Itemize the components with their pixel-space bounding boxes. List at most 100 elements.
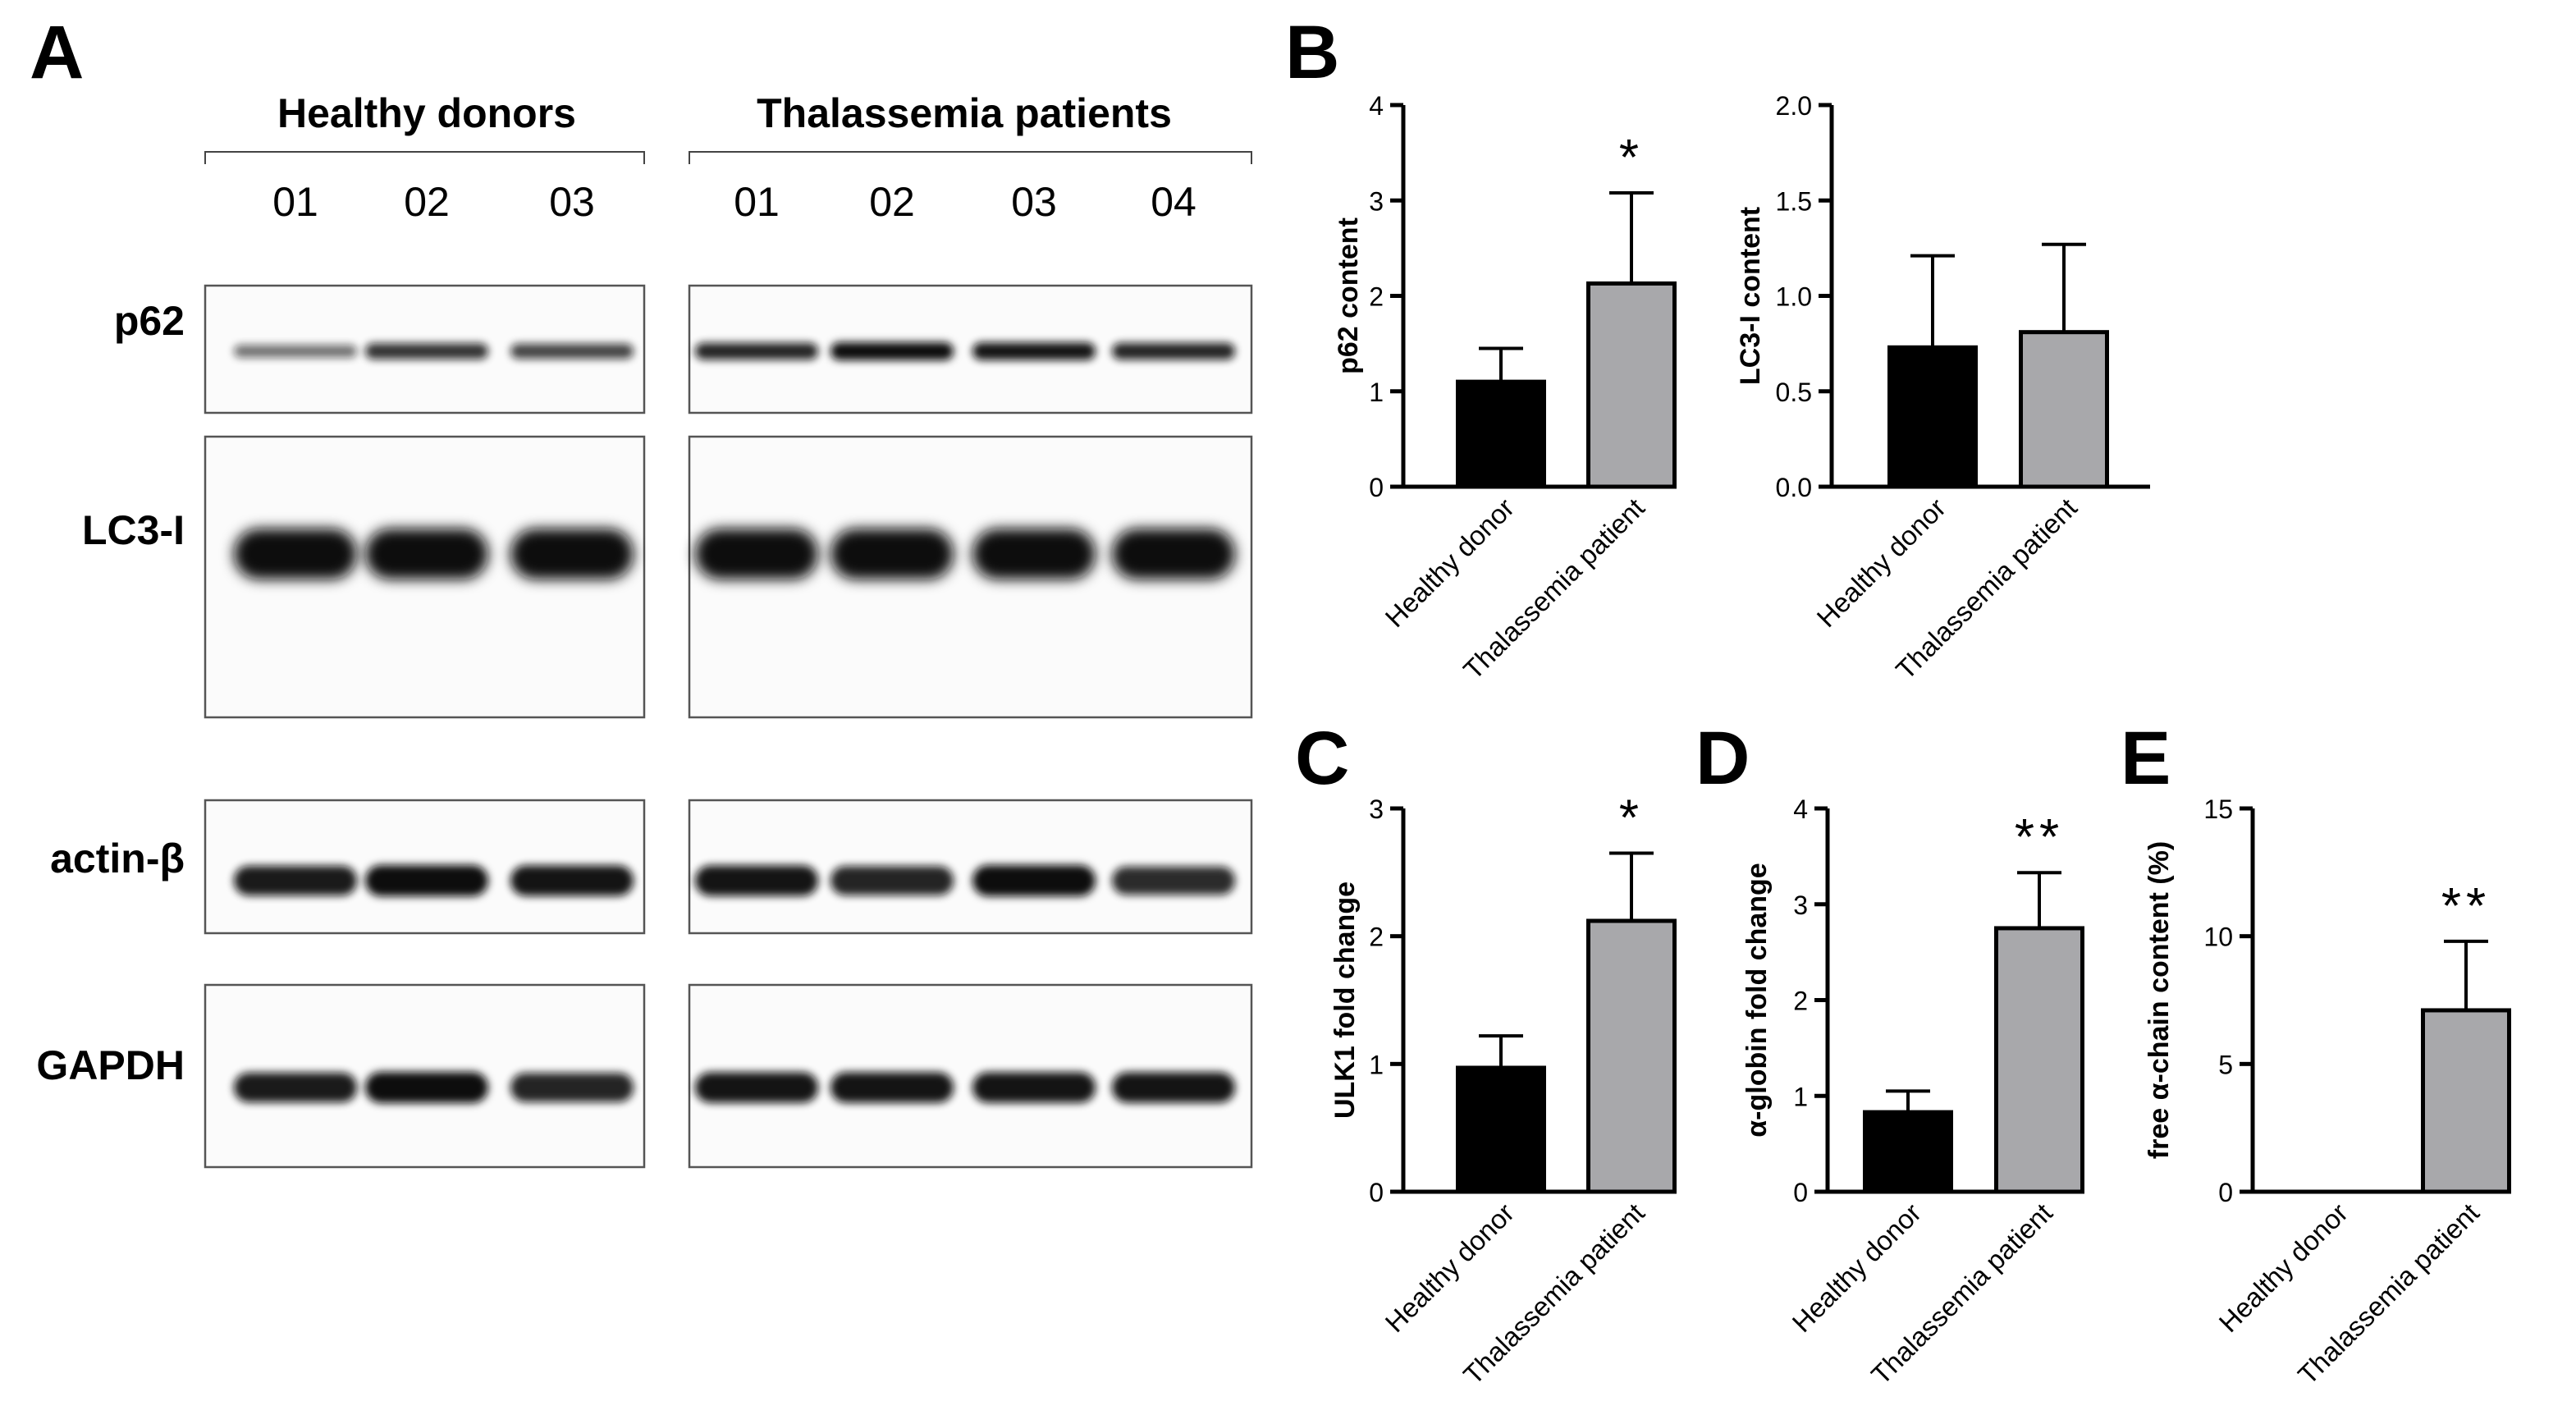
y-axis-title: free α-chain content (%): [2144, 841, 2175, 1159]
blot-group-bracket: [689, 151, 1252, 164]
blot-band: [365, 1072, 488, 1103]
y-tick-label: 5: [2218, 1050, 2233, 1079]
blot-band: [234, 529, 357, 579]
x-category-label: Healthy donor: [1786, 1197, 1926, 1338]
blot-band: [830, 866, 954, 895]
panel-letter-d: D: [1695, 717, 1750, 800]
blot-band: [972, 342, 1096, 360]
y-tick-label: 2: [1793, 987, 1808, 1016]
blot-row-label-3: GAPDH: [36, 1042, 185, 1088]
blot-lane-label: 01: [734, 179, 780, 225]
bar-thalassemia-patient: [1586, 281, 1677, 489]
y-tick-label: 0.5: [1776, 378, 1812, 407]
significance-marker: *: [1619, 130, 1644, 186]
y-tick-label: 1: [1369, 378, 1384, 407]
western-blot: Healthy donors 01 02 03 Thalassemia patients…: [36, 90, 1253, 1169]
y-tick-label: 0: [2218, 1178, 2233, 1207]
y-tick-label: 2: [1369, 923, 1384, 952]
blot-lane-label: 02: [404, 179, 450, 225]
y-tick-label: 1: [1369, 1050, 1384, 1079]
blot-band: [695, 529, 818, 579]
bar-thalassemia-patient: [1586, 918, 1677, 1194]
blot-lane-label: 03: [1011, 179, 1057, 225]
blot-band: [695, 342, 818, 360]
blot-band: [830, 1072, 954, 1103]
blot-lane-label: 04: [1151, 179, 1196, 225]
chart-lc3-content: 0.0 0.5 1.0 1.5 2.0 LC3-I content Healthy dono…: [1735, 91, 2150, 685]
y-tick-label: 0: [1793, 1178, 1808, 1207]
panel-letter-a: A: [30, 11, 84, 94]
blot-band: [365, 865, 488, 896]
bar-healthy-donor: [1887, 345, 1978, 489]
y-tick-label: 1.5: [1776, 186, 1812, 216]
y-tick-label: 1.0: [1776, 282, 1812, 312]
blot-lane-label: 01: [272, 179, 318, 225]
blot-lane-label: 02: [869, 179, 915, 225]
blot-band: [365, 343, 488, 359]
blot-row-label-2: actin-β: [50, 836, 185, 881]
bar-healthy-donor: [1456, 379, 1546, 489]
blot-band: [1112, 1072, 1235, 1103]
y-tick-label: 15: [2203, 794, 2233, 824]
x-category-label: Healthy donor: [1810, 492, 1951, 633]
bar-healthy-donor: [1863, 1110, 1953, 1194]
blot-band: [972, 1072, 1096, 1103]
x-category-label: Healthy donor: [1379, 1197, 1519, 1338]
blot-band: [510, 529, 634, 579]
significance-marker: **: [2015, 809, 2064, 866]
chart-alpha-globin-fold-change: 0 1 2 3 4 α-globin fold change Healthy donor **…: [1741, 794, 2084, 1390]
y-tick-label: 0: [1369, 1178, 1384, 1207]
y-tick-label: 3: [1793, 891, 1808, 920]
bar-thalassemia-patient: [2019, 330, 2109, 489]
y-axis-title: ULK1 fold change: [1329, 881, 1361, 1119]
blot-row-label-0: p62: [114, 298, 185, 344]
y-tick-label: 3: [1369, 794, 1384, 824]
x-category-label: Healthy donor: [1379, 492, 1519, 633]
panel-letter-c: C: [1295, 717, 1349, 800]
bar-healthy-donor: [1456, 1065, 1546, 1194]
blot-band: [972, 865, 1096, 896]
y-tick-label: 1: [1793, 1082, 1808, 1111]
y-axis-title: LC3-I content: [1735, 207, 1766, 385]
bar-thalassemia-patient: [2421, 1008, 2511, 1194]
blot-band: [830, 529, 954, 579]
panel-letter-e: E: [2121, 717, 2171, 800]
significance-marker: *: [1619, 790, 1644, 846]
blot-band: [365, 529, 488, 579]
y-axis-title: p62 content: [1333, 217, 1364, 374]
y-tick-label: 4: [1793, 794, 1808, 824]
significance-marker: **: [2441, 878, 2491, 935]
blot-band: [1112, 529, 1235, 579]
blot-band: [510, 343, 634, 359]
panel-letter-b: B: [1285, 11, 1339, 94]
blot-band: [1112, 866, 1235, 895]
chart-free-alpha-chain-content: 0 5 10 15 free α-chain content (%) Healthy do…: [2144, 794, 2511, 1390]
blot-band: [695, 1072, 818, 1103]
blot-row-label-1: LC3-I: [82, 507, 185, 553]
y-tick-label: 0.0: [1776, 473, 1812, 502]
bar-thalassemia-patient: [1994, 926, 2084, 1194]
blot-lane-label: 03: [549, 179, 595, 225]
y-tick-label: 4: [1369, 91, 1384, 121]
blot-band: [234, 1072, 357, 1103]
blot-band: [830, 342, 954, 360]
x-category-label: Healthy donor: [2212, 1197, 2353, 1338]
blot-band: [234, 865, 357, 896]
y-tick-label: 10: [2203, 923, 2233, 952]
blot-band: [510, 1073, 634, 1102]
y-tick-label: 0: [1369, 473, 1384, 502]
y-tick-label: 2: [1369, 282, 1384, 312]
blot-group-label-thalassemia-patients: Thalassemia patients: [757, 90, 1172, 136]
blot-band: [234, 345, 357, 358]
y-tick-label: 2.0: [1776, 91, 1812, 121]
blot-band: [510, 865, 634, 896]
blot-band: [972, 529, 1096, 579]
blot-band: [1112, 342, 1235, 360]
blot-band: [695, 865, 818, 896]
blot-group-label-healthy-donors: Healthy donors: [277, 90, 576, 136]
blot-group-bracket: [204, 151, 645, 164]
y-axis-title: α-globin fold change: [1741, 863, 1773, 1137]
